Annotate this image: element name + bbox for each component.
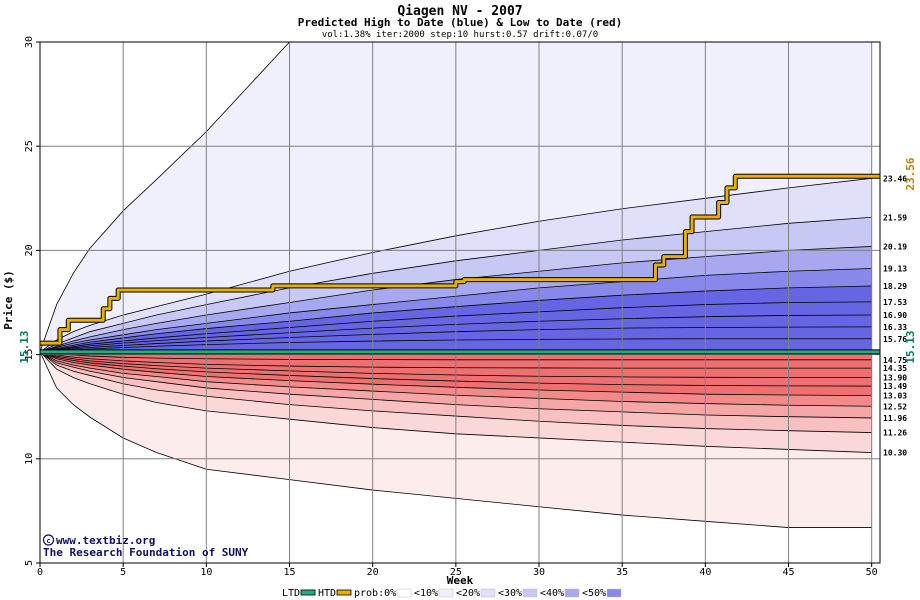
x-tick-label-35: 35 [616, 567, 628, 578]
legend-line-swatch-0 [300, 589, 316, 596]
lower-band-13.49 [40, 351, 872, 387]
copyright-icon [42, 534, 55, 546]
x-tick-label-50: 50 [866, 567, 878, 578]
y-tick-label-25: 25 [24, 140, 35, 152]
y-tick-label-5: 5 [24, 560, 35, 566]
x-tick-label-25: 25 [450, 567, 462, 578]
quantile-end-label-16.33: 16.33 [883, 323, 907, 332]
y-tick-label-15: 15 [24, 349, 35, 361]
quantile-end-label-21.59: 21.59 [883, 213, 907, 222]
upper-band-21.59 [40, 217, 872, 352]
htd-line [40, 174, 880, 345]
quantile-end-label-18.29: 18.29 [883, 282, 907, 291]
current-high-label: 23.56 [904, 157, 917, 190]
quantile-end-label-10.30: 10.30 [883, 449, 907, 458]
legend-label-6: <40% [540, 588, 564, 599]
upper-band-19.13 [40, 268, 872, 352]
start-price-label-right: 15.13 [904, 330, 917, 363]
legend-label-1: HTD [318, 588, 336, 599]
quantile-end-label-15.76: 15.76 [883, 335, 907, 344]
watermark-line1: www.textbiz.org [56, 534, 155, 547]
quantile-labels: 23.46 21.59 20.19 19.13 18.29 17.53 16.90 16.33… [883, 174, 907, 457]
x-tick-label-20: 20 [367, 567, 379, 578]
chart-title: Qiagen NV - 2007 [397, 4, 522, 19]
y-tick-label-10: 10 [24, 453, 35, 465]
legend-label-0: LTD [282, 588, 300, 599]
legend: LTD HTD prob:0% <10% <20% <30% <40% <50% [282, 588, 622, 599]
watermark: c www.textbiz.org The Research Foundatio… [42, 534, 249, 559]
x-tick-label-10: 10 [200, 567, 212, 578]
x-tick-label-15: 15 [283, 567, 295, 578]
copyright-letter: c [46, 537, 50, 545]
quantile-end-label-11.96: 11.96 [883, 414, 907, 423]
quantile-end-label-13.90: 13.90 [883, 374, 907, 383]
probability-bands [39, 41, 880, 563]
chart-params: vol:1.38% iter:2000 step:10 hurst:0.57 d… [322, 30, 598, 40]
quantile-end-label-17.53: 17.53 [883, 298, 907, 307]
x-tick-label-0: 0 [37, 567, 43, 578]
legend-color-swatch-5 [522, 588, 538, 598]
plot-frame [39, 41, 881, 564]
chart-subtitle: Predicted High to Date (blue) & Low to D… [298, 16, 623, 29]
quantile-end-label-13.49: 13.49 [883, 382, 907, 391]
quantile-end-label-19.13: 19.13 [883, 265, 907, 274]
legend-label-5: <30% [498, 588, 522, 599]
quantile-end-label-20.19: 20.19 [883, 242, 907, 251]
quantile-end-label-23.46: 23.46 [883, 174, 907, 183]
quantile-end-label-11.26: 11.26 [883, 429, 907, 438]
legend-label-4: <20% [456, 588, 480, 599]
y-tick-label-30: 30 [24, 36, 35, 48]
x-tick-label-30: 30 [533, 567, 545, 578]
quantile-end-label-12.52: 12.52 [883, 402, 907, 411]
upper-band-20.19 [40, 246, 872, 352]
y-axis-label: Price ($) [2, 270, 15, 330]
legend-label-2: prob:0% [354, 588, 396, 599]
legend-label-7: <50% [582, 588, 606, 599]
legend-color-swatch-7 [606, 588, 622, 598]
y-tick-label-20: 20 [24, 244, 35, 256]
x-axis-label: Week [447, 574, 474, 587]
upper-band-23.46 [40, 178, 872, 352]
quantile-end-label-14.75: 14.75 [883, 356, 907, 365]
legend-color-swatch-4 [480, 588, 496, 598]
x-tick-label-45: 45 [782, 567, 794, 578]
start-price-label-left: 15.13 [18, 330, 31, 363]
x-tick-label-40: 40 [699, 567, 711, 578]
quantile-end-label-13.03: 13.03 [883, 392, 907, 401]
lower-band-13.90 [40, 351, 872, 378]
watermark-line2: The Research Foundation of SUNY [43, 546, 249, 559]
upper-band-18.29 [40, 286, 872, 352]
legend-color-swatch-6 [564, 588, 580, 598]
price-series [40, 173, 880, 355]
legend-color-swatch-3 [438, 588, 454, 598]
quantile-end-label-16.90: 16.90 [883, 311, 907, 320]
x-tick-label-5: 5 [120, 567, 126, 578]
quantile-end-label-14.35: 14.35 [883, 364, 907, 373]
legend-line-swatch-1 [336, 589, 352, 596]
upper-band-16.90 [40, 315, 872, 352]
legend-color-swatch-2 [396, 588, 412, 598]
legend-label-3: <10% [414, 588, 438, 599]
upper-band-17.53 [40, 301, 872, 352]
